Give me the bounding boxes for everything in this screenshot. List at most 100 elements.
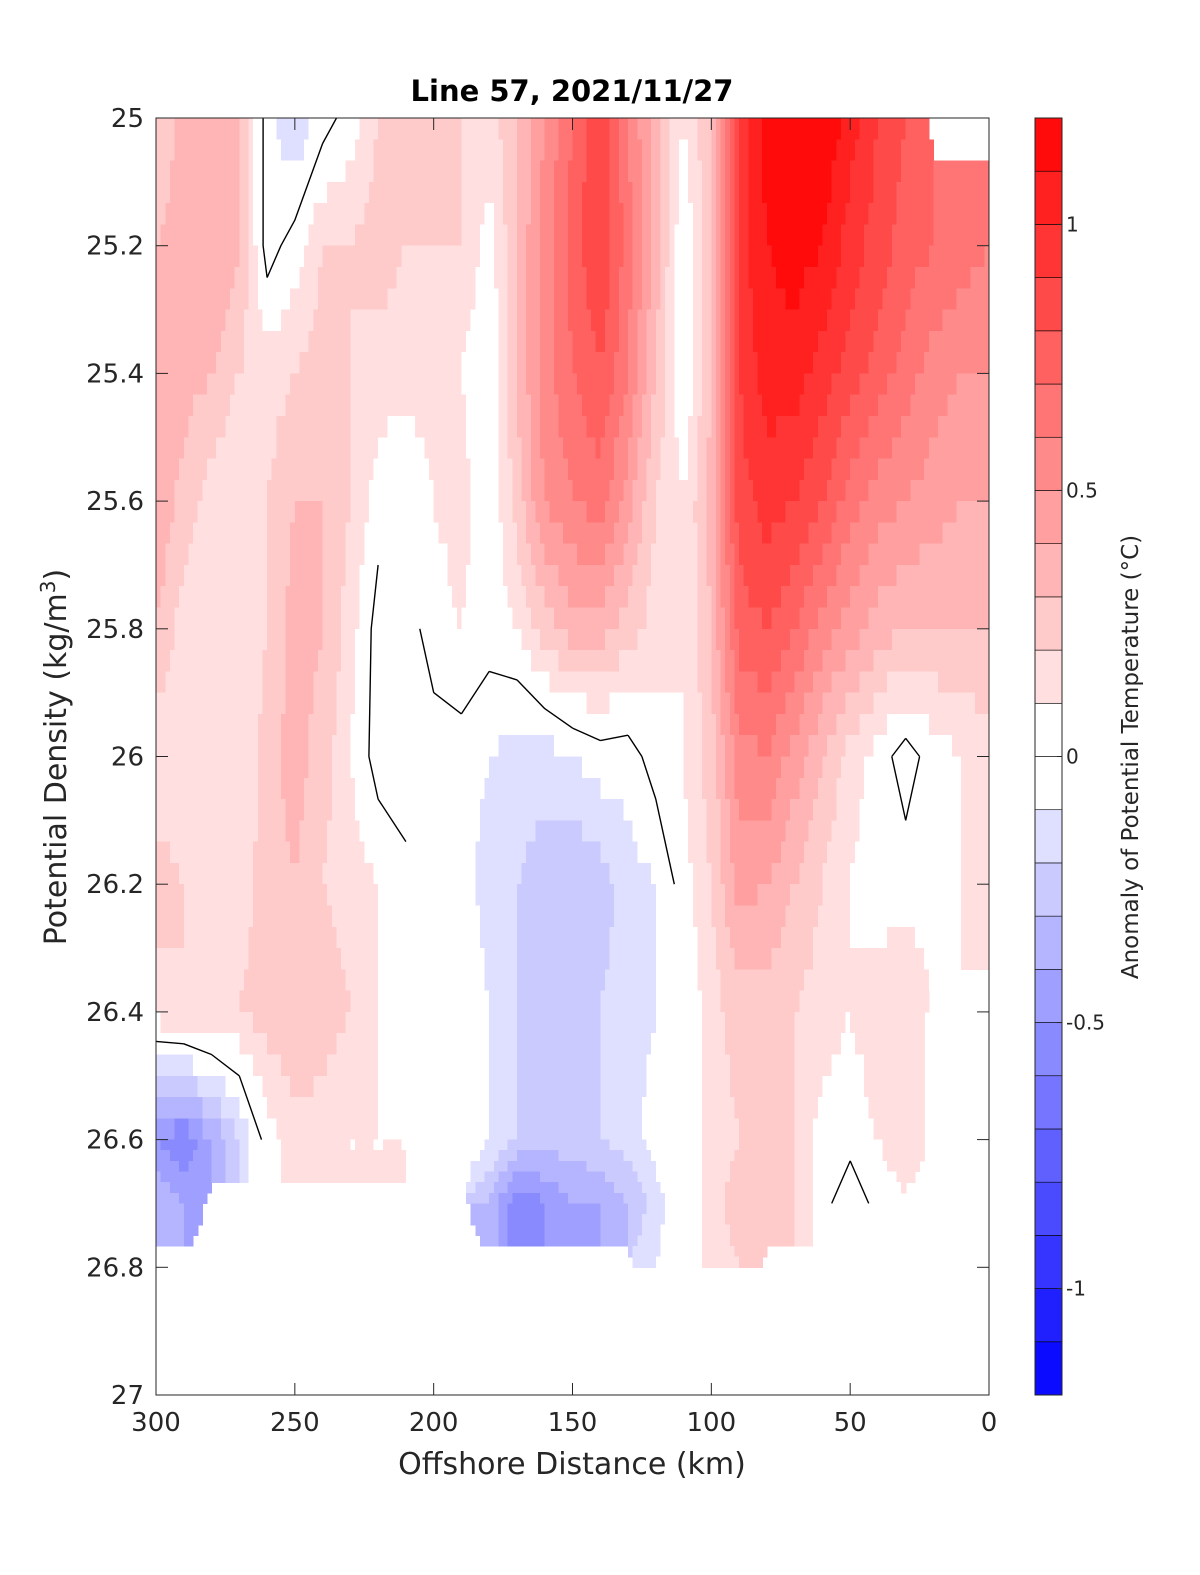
field-cell: [665, 650, 671, 672]
field-cell: [317, 394, 324, 417]
field-cell: [354, 118, 361, 140]
field-cell: [225, 713, 231, 736]
field-cell: [896, 160, 902, 183]
field-cell: [456, 288, 463, 311]
field-cell: [623, 479, 629, 502]
field-cell: [160, 564, 166, 587]
field-cell: [299, 415, 305, 438]
field-cell: [489, 458, 495, 481]
field-cell: [641, 415, 648, 438]
field-cell: [179, 501, 185, 523]
field-cell: [521, 288, 527, 311]
field-cell: [429, 607, 435, 630]
field-cell: [507, 288, 513, 311]
field-cell: [914, 479, 921, 502]
field-cell: [651, 586, 657, 609]
field-cell: [720, 309, 726, 332]
field-cell: [419, 309, 426, 332]
field-cell: [345, 522, 351, 545]
field-cell: [290, 735, 296, 758]
field-cell: [396, 330, 402, 353]
field-cell: [831, 437, 837, 460]
field-cell: [479, 543, 486, 566]
field-cell: [683, 288, 689, 311]
field-cell: [521, 671, 527, 694]
field-cell: [771, 118, 777, 140]
field-cell: [702, 586, 708, 609]
field-cell: [253, 160, 259, 183]
field-cell: [581, 139, 587, 162]
field-cell: [174, 713, 180, 736]
field-cell: [165, 479, 171, 502]
field-cell: [248, 266, 254, 289]
field-cell: [646, 628, 652, 651]
field-cell: [341, 564, 347, 587]
field-cell: [961, 160, 967, 183]
field-cell: [678, 458, 685, 481]
field-cell: [396, 266, 402, 289]
field-cell: [530, 564, 537, 587]
field-cell: [392, 160, 398, 183]
field-cell: [262, 330, 268, 353]
field-cell: [294, 373, 301, 396]
field-cell: [591, 415, 597, 438]
field-cell: [965, 266, 972, 289]
field-cell: [683, 309, 689, 332]
field-cell: [470, 118, 476, 140]
field-cell: [165, 650, 171, 672]
field-cell: [262, 586, 268, 609]
field-cell: [641, 330, 648, 353]
field-cell: [452, 564, 458, 587]
field-cell: [493, 586, 500, 609]
field-cell: [831, 352, 837, 374]
field-cell: [313, 373, 319, 396]
field-cell: [683, 373, 689, 396]
field-cell: [794, 564, 800, 587]
field-cell: [604, 181, 611, 204]
field-cell: [336, 628, 342, 651]
field-cell: [419, 373, 426, 396]
field-cell: [975, 245, 981, 268]
field-cell: [354, 181, 361, 204]
field-cell: [660, 330, 666, 353]
field-cell: [762, 373, 768, 396]
field-cell: [586, 522, 592, 545]
field-cell: [535, 692, 541, 715]
field-cell: [817, 160, 823, 183]
field-cell: [248, 394, 254, 417]
field-cell: [248, 543, 254, 566]
field-cell: [739, 245, 745, 268]
field-cell: [304, 373, 310, 396]
field-cell: [595, 713, 601, 736]
field-cell: [715, 501, 722, 523]
field-cell: [609, 266, 615, 289]
field-cell: [933, 564, 939, 587]
field-cell: [692, 479, 699, 502]
field-cell: [484, 479, 490, 502]
field-cell: [965, 224, 972, 247]
field-cell: [609, 458, 615, 481]
field-cell: [313, 415, 319, 438]
field-cell: [877, 479, 884, 502]
field-cell: [294, 458, 301, 481]
field-cell: [479, 628, 486, 651]
field-cell: [331, 118, 338, 140]
field-cell: [877, 501, 884, 523]
field-cell: [581, 586, 587, 609]
field-cell: [817, 394, 823, 417]
field-cell: [308, 203, 314, 226]
field-cell: [433, 415, 439, 438]
field-cell: [785, 181, 791, 204]
field-cell: [503, 458, 509, 481]
field-cell: [914, 373, 921, 396]
field-cell: [507, 586, 513, 609]
field-cell: [350, 501, 356, 523]
field-cell: [484, 394, 490, 417]
field-cell: [905, 458, 911, 481]
field-cell: [618, 266, 625, 289]
field-cell: [304, 224, 310, 247]
field-cell: [211, 309, 217, 332]
field-cell: [294, 607, 301, 630]
field-cell: [382, 394, 388, 417]
field-cell: [586, 203, 592, 226]
